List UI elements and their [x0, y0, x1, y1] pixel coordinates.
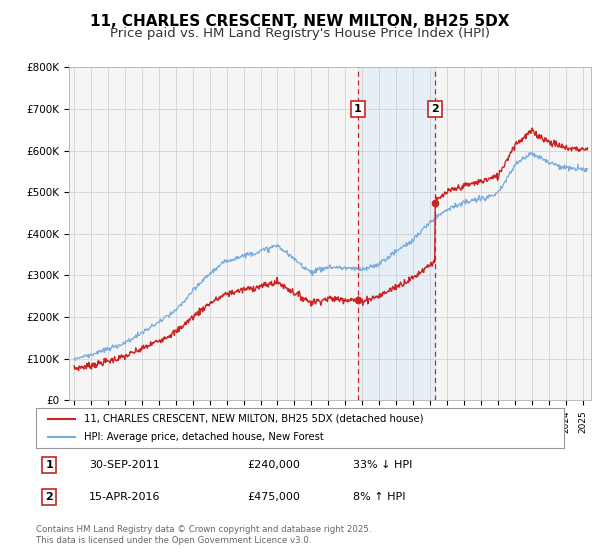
Text: 8% ↑ HPI: 8% ↑ HPI: [353, 492, 406, 502]
Text: Price paid vs. HM Land Registry's House Price Index (HPI): Price paid vs. HM Land Registry's House …: [110, 27, 490, 40]
Text: HPI: Average price, detached house, New Forest: HPI: Average price, detached house, New …: [83, 432, 323, 442]
Text: 11, CHARLES CRESCENT, NEW MILTON, BH25 5DX: 11, CHARLES CRESCENT, NEW MILTON, BH25 5…: [90, 14, 510, 29]
Text: Contains HM Land Registry data © Crown copyright and database right 2025.
This d: Contains HM Land Registry data © Crown c…: [36, 525, 371, 545]
Text: 2: 2: [431, 104, 439, 114]
Text: 1: 1: [354, 104, 362, 114]
Text: £475,000: £475,000: [247, 492, 300, 502]
Text: 11, CHARLES CRESCENT, NEW MILTON, BH25 5DX (detached house): 11, CHARLES CRESCENT, NEW MILTON, BH25 5…: [83, 414, 423, 423]
Text: 30-SEP-2011: 30-SEP-2011: [89, 460, 160, 470]
Bar: [358, 67, 435, 400]
Text: 15-APR-2016: 15-APR-2016: [89, 492, 160, 502]
Text: 2: 2: [46, 492, 53, 502]
Text: £240,000: £240,000: [247, 460, 300, 470]
Text: 1: 1: [46, 460, 53, 470]
Text: 33% ↓ HPI: 33% ↓ HPI: [353, 460, 412, 470]
